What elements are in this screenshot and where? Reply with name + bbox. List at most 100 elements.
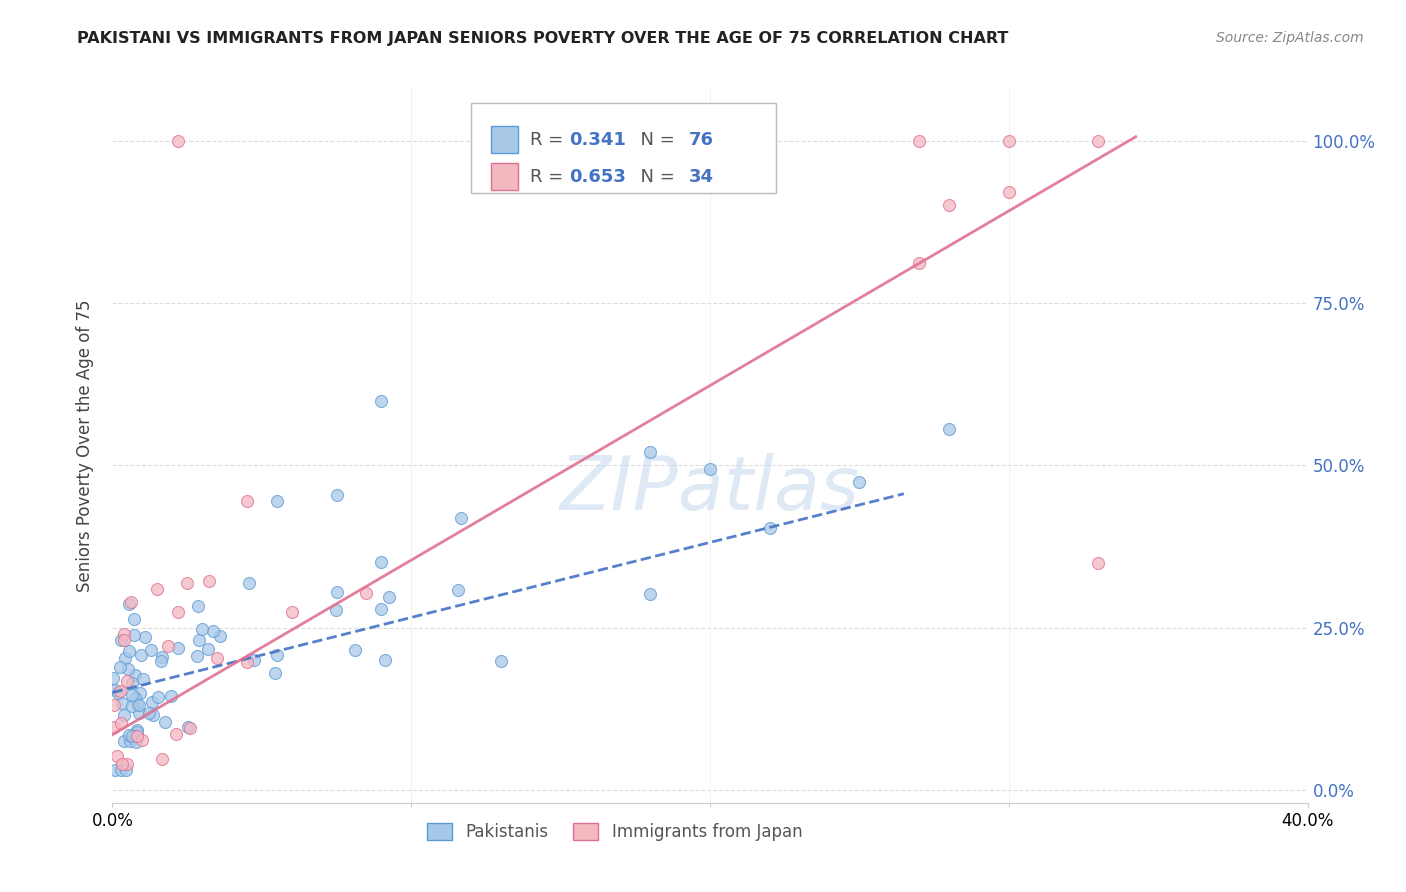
Point <box>938 422 960 436</box>
Point <box>108 684 131 698</box>
Point <box>187 633 209 648</box>
Point <box>117 662 139 676</box>
Point <box>281 605 304 619</box>
Point <box>103 720 125 734</box>
Point <box>134 630 156 644</box>
Point <box>115 756 138 771</box>
Point <box>208 629 231 643</box>
Point <box>176 576 198 591</box>
Point <box>197 642 219 657</box>
Point <box>1087 134 1109 148</box>
Point <box>325 488 347 502</box>
Point <box>122 628 145 642</box>
Point <box>104 764 127 778</box>
Point <box>640 445 662 459</box>
Point <box>377 590 399 604</box>
Point <box>118 597 141 611</box>
Point <box>198 574 221 588</box>
Point <box>146 582 169 597</box>
Point <box>370 555 392 569</box>
Point <box>121 675 143 690</box>
Point <box>1087 556 1109 570</box>
Point <box>131 733 153 747</box>
Point <box>138 706 160 720</box>
Point <box>103 698 125 712</box>
Point <box>110 764 132 778</box>
FancyBboxPatch shape <box>491 127 517 153</box>
Point <box>121 729 143 743</box>
Point <box>447 582 470 597</box>
Point <box>167 605 190 619</box>
Point <box>125 698 148 712</box>
Point <box>150 752 173 766</box>
Point <box>489 654 512 668</box>
Point <box>120 595 142 609</box>
Point <box>105 748 128 763</box>
Point <box>266 648 288 663</box>
Text: R =: R = <box>530 168 568 186</box>
Point <box>848 475 870 489</box>
Point <box>122 612 145 626</box>
Point <box>111 756 134 771</box>
Text: ZIPatlas: ZIPatlas <box>560 453 860 524</box>
Y-axis label: Seniors Poverty Over the Age of 75: Seniors Poverty Over the Age of 75 <box>76 300 94 592</box>
Point <box>150 650 173 665</box>
Point <box>139 643 162 657</box>
Point <box>121 698 143 713</box>
Point <box>110 633 132 648</box>
FancyBboxPatch shape <box>471 103 776 193</box>
Point <box>938 198 960 212</box>
Text: R =: R = <box>530 131 568 149</box>
Point <box>121 689 143 703</box>
Point <box>128 698 150 712</box>
Point <box>191 623 214 637</box>
Point <box>153 715 176 730</box>
Point <box>354 586 377 600</box>
Point <box>325 603 347 617</box>
Point <box>998 186 1021 200</box>
Point <box>202 624 225 638</box>
Point <box>141 695 163 709</box>
Point <box>374 653 396 667</box>
Point <box>118 644 141 658</box>
FancyBboxPatch shape <box>491 163 517 190</box>
Point <box>125 735 148 749</box>
Point <box>236 655 259 669</box>
Text: 76: 76 <box>689 131 713 149</box>
Point <box>124 691 146 706</box>
Text: N =: N = <box>628 131 681 149</box>
Point <box>165 727 187 741</box>
Text: Source: ZipAtlas.com: Source: ZipAtlas.com <box>1216 31 1364 45</box>
Point <box>127 724 149 739</box>
Point <box>263 665 285 680</box>
Point <box>110 715 132 730</box>
Point <box>104 683 127 698</box>
Point <box>118 733 141 747</box>
Text: PAKISTANI VS IMMIGRANTS FROM JAPAN SENIORS POVERTY OVER THE AGE OF 75 CORRELATIO: PAKISTANI VS IMMIGRANTS FROM JAPAN SENIO… <box>77 31 1008 46</box>
Point <box>236 494 259 508</box>
Point <box>908 134 931 148</box>
Point <box>127 729 149 743</box>
Point <box>128 706 150 721</box>
Point <box>103 671 125 685</box>
Legend: Pakistanis, Immigrants from Japan: Pakistanis, Immigrants from Japan <box>420 816 808 848</box>
Point <box>450 511 472 525</box>
Point <box>243 653 266 667</box>
Point <box>325 585 347 599</box>
Point <box>112 627 135 641</box>
Point <box>118 728 141 742</box>
Point <box>998 134 1021 148</box>
Point <box>124 668 146 682</box>
Text: N =: N = <box>628 168 681 186</box>
Point <box>115 674 138 689</box>
Point <box>127 723 149 738</box>
Point <box>908 256 931 270</box>
Point <box>160 689 183 703</box>
Point <box>179 721 201 735</box>
Point <box>370 393 392 408</box>
Text: 0.341: 0.341 <box>569 131 626 149</box>
Point <box>129 686 152 700</box>
Point <box>166 641 188 656</box>
Point <box>370 602 392 616</box>
Point <box>112 632 135 647</box>
